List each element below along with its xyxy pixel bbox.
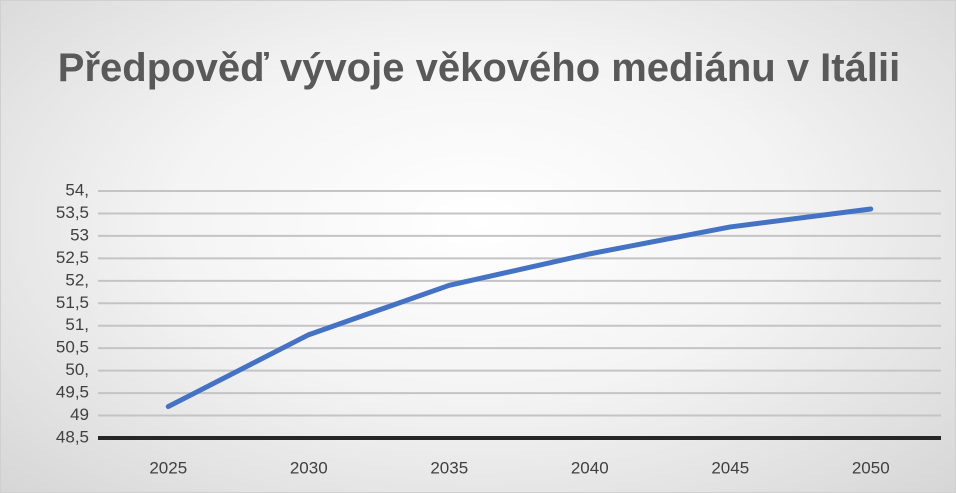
x-tick-label: 2050 xyxy=(852,458,890,477)
y-tick-label: 51, xyxy=(65,315,89,334)
y-tick-label: 49,5 xyxy=(56,383,89,402)
y-tick-label: 53,5 xyxy=(56,203,89,222)
y-tick-label: 50, xyxy=(65,360,89,379)
x-tick-label: 2040 xyxy=(571,458,609,477)
x-tick-label: 2035 xyxy=(430,458,468,477)
y-tick-label: 50,5 xyxy=(56,338,89,357)
y-tick-label: 48,5 xyxy=(56,427,89,446)
chart-title: Předpověď vývoje věkového mediánu v Itál… xyxy=(57,46,901,90)
x-tick-label: 2025 xyxy=(149,458,187,477)
x-tick-label: 2045 xyxy=(711,458,749,477)
y-tick-label: 49 xyxy=(70,405,89,424)
y-tick-label: 52, xyxy=(65,270,89,289)
x-tick-label: 2030 xyxy=(290,458,328,477)
y-tick-label: 53 xyxy=(70,225,89,244)
y-tick-label: 52,5 xyxy=(56,248,89,267)
y-tick-label: 51,5 xyxy=(56,293,89,312)
y-tick-label: 54, xyxy=(65,180,89,199)
line-series xyxy=(165,206,874,410)
